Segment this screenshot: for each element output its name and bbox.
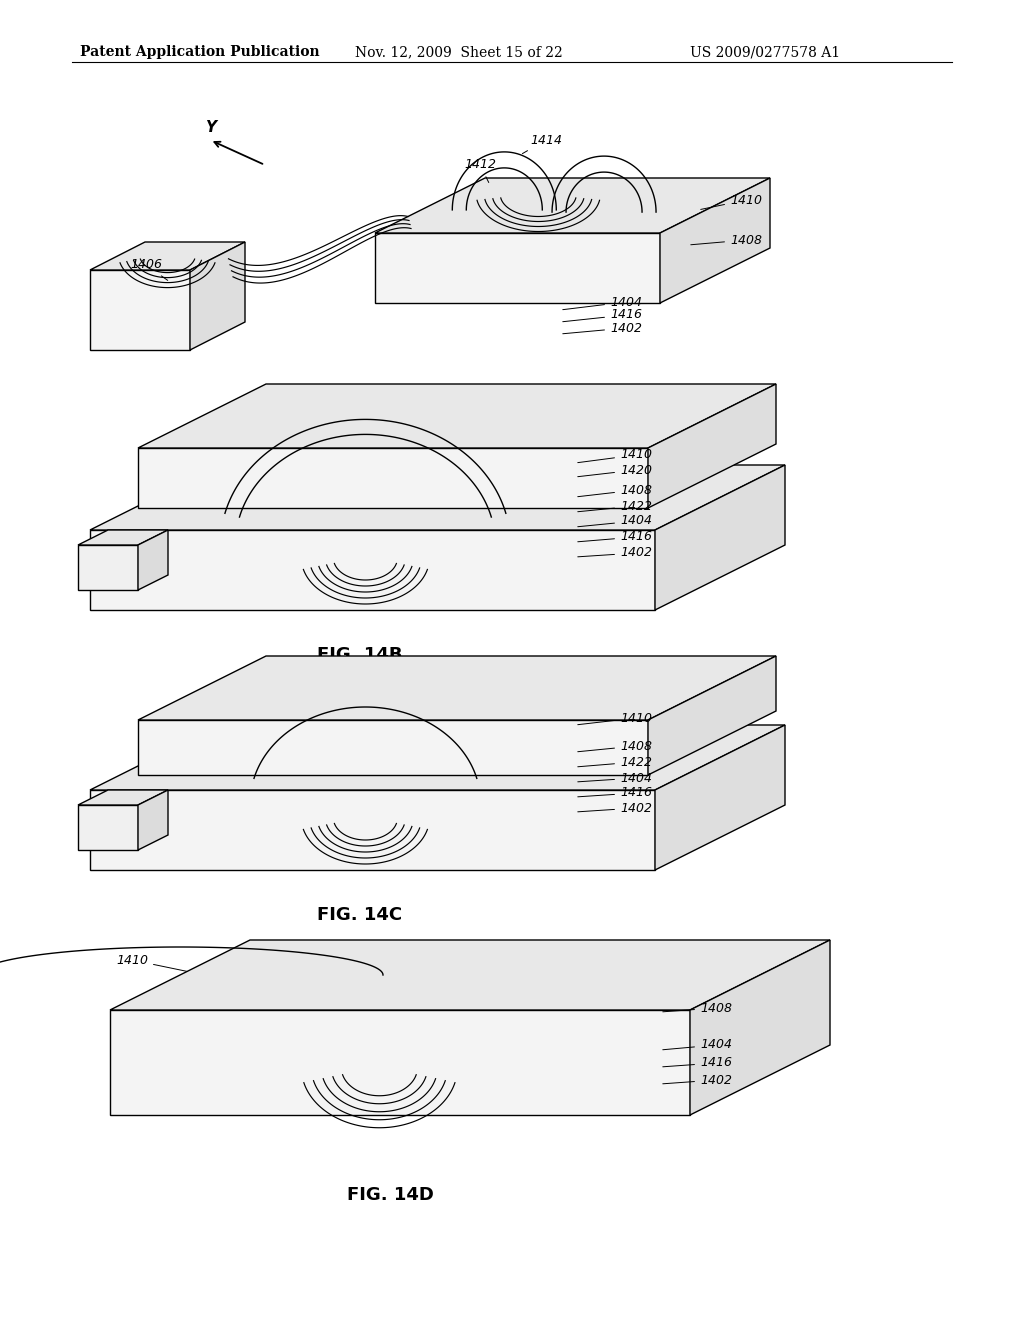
Text: Patent Application Publication: Patent Application Publication bbox=[80, 45, 319, 59]
Polygon shape bbox=[138, 531, 168, 590]
Text: 1422: 1422 bbox=[578, 499, 652, 512]
Polygon shape bbox=[690, 940, 830, 1115]
Text: 1410: 1410 bbox=[578, 711, 652, 725]
Text: 1402: 1402 bbox=[578, 546, 652, 560]
Text: 1402: 1402 bbox=[578, 801, 652, 814]
Text: FIG. 14C: FIG. 14C bbox=[317, 906, 402, 924]
Text: 1402: 1402 bbox=[563, 322, 642, 334]
Polygon shape bbox=[648, 656, 776, 775]
Polygon shape bbox=[78, 789, 168, 805]
Text: FIG. 14D: FIG. 14D bbox=[346, 1185, 433, 1204]
Polygon shape bbox=[138, 384, 776, 447]
Polygon shape bbox=[660, 178, 770, 304]
Polygon shape bbox=[90, 242, 245, 271]
Text: US 2009/0277578 A1: US 2009/0277578 A1 bbox=[690, 45, 840, 59]
Text: 1402: 1402 bbox=[663, 1073, 732, 1086]
Polygon shape bbox=[90, 271, 190, 350]
Polygon shape bbox=[90, 725, 785, 789]
Text: 1408: 1408 bbox=[663, 1002, 732, 1015]
Polygon shape bbox=[138, 719, 648, 775]
Polygon shape bbox=[90, 789, 655, 870]
Text: 1422: 1422 bbox=[578, 755, 652, 768]
Polygon shape bbox=[90, 465, 785, 531]
Text: 1420: 1420 bbox=[578, 463, 652, 477]
Text: 1408: 1408 bbox=[578, 739, 652, 752]
Text: 1416: 1416 bbox=[663, 1056, 732, 1069]
Text: 1416: 1416 bbox=[563, 309, 642, 322]
Polygon shape bbox=[110, 940, 830, 1010]
Polygon shape bbox=[90, 531, 655, 610]
Polygon shape bbox=[655, 465, 785, 610]
Polygon shape bbox=[78, 531, 168, 545]
Text: 1416: 1416 bbox=[578, 531, 652, 544]
Polygon shape bbox=[648, 384, 776, 508]
Polygon shape bbox=[138, 447, 648, 508]
Text: Y: Y bbox=[205, 120, 216, 135]
Polygon shape bbox=[78, 545, 138, 590]
Text: 1404: 1404 bbox=[578, 515, 652, 528]
Polygon shape bbox=[138, 656, 776, 719]
Text: 1404: 1404 bbox=[663, 1039, 732, 1052]
Polygon shape bbox=[375, 178, 770, 234]
Text: 1404: 1404 bbox=[578, 771, 652, 784]
Text: 1414: 1414 bbox=[522, 133, 562, 153]
Text: FIG. 14B: FIG. 14B bbox=[317, 645, 402, 664]
Text: 1408: 1408 bbox=[691, 234, 762, 247]
Polygon shape bbox=[375, 234, 660, 304]
Text: FIG. 14A: FIG. 14A bbox=[347, 385, 433, 404]
Text: 1410: 1410 bbox=[578, 449, 652, 462]
Text: 1410: 1410 bbox=[116, 953, 187, 972]
Text: 1410: 1410 bbox=[700, 194, 762, 210]
Text: 1406: 1406 bbox=[130, 259, 168, 280]
Text: 1404: 1404 bbox=[563, 296, 642, 310]
Text: 1408: 1408 bbox=[578, 483, 652, 496]
Text: 1416: 1416 bbox=[578, 787, 652, 800]
Polygon shape bbox=[655, 725, 785, 870]
Polygon shape bbox=[138, 789, 168, 850]
Text: 1412: 1412 bbox=[464, 158, 496, 182]
Text: Nov. 12, 2009  Sheet 15 of 22: Nov. 12, 2009 Sheet 15 of 22 bbox=[355, 45, 563, 59]
Polygon shape bbox=[110, 1010, 690, 1115]
Polygon shape bbox=[190, 242, 245, 350]
Polygon shape bbox=[78, 805, 138, 850]
